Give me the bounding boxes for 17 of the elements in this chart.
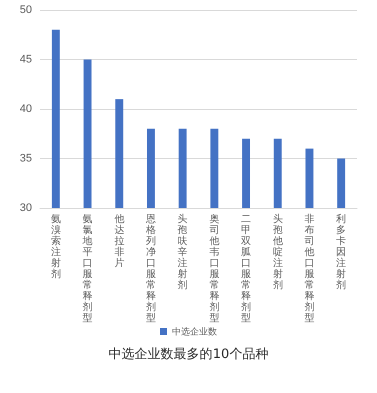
x-tick-label: 他达拉非片 (114, 213, 124, 269)
x-tick-label: 头孢呋辛注射剂 (178, 213, 188, 291)
category-label: 恩格列净口服常释剂型 (146, 214, 156, 324)
y-tick-label: 30 (20, 202, 32, 214)
legend-label: 中选企业数 (172, 326, 217, 336)
y-tick-label: 35 (20, 152, 32, 164)
x-tick-label: 头孢他啶注射剂 (272, 213, 283, 291)
text: 中选企业数最多的10个品种 (108, 347, 268, 362)
y-tick-label: 50 (20, 4, 32, 16)
category-label: 二甲双胍口服常释剂型 (241, 214, 252, 324)
y-tick-label: 40 (20, 103, 32, 115)
y-tick-label: 45 (20, 54, 32, 66)
x-tick-label: 氨溴索注射剂 (50, 214, 61, 280)
x-tick-label: 利多卡因注射剂 (336, 213, 346, 291)
category-label: 氨氯地平口服常释剂型 (82, 214, 93, 324)
category-label: 奥司他韦口服常释剂型 (209, 214, 220, 324)
category-label: 非布司他口服常释剂型 (304, 214, 314, 324)
